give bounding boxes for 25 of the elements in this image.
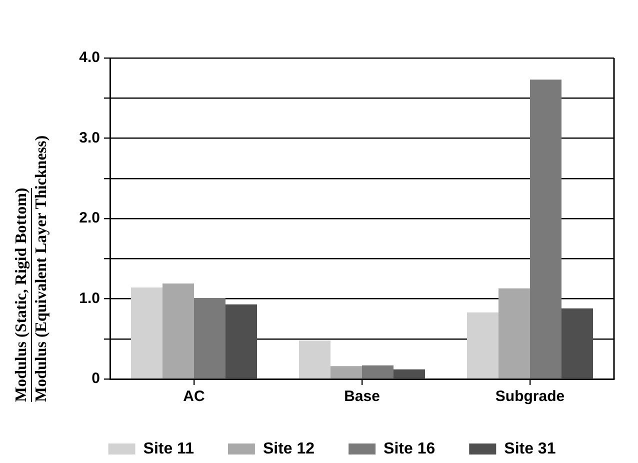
y-tick-label: 3.0 <box>79 129 100 146</box>
x-tick-label: AC <box>183 388 205 406</box>
bar <box>131 288 162 378</box>
y-axis-title: Modulus (Static, Rigid Bottom) Modulus (Equivalent Layer Thickness) <box>13 135 51 402</box>
bar <box>530 80 562 378</box>
x-tick-label: Base <box>344 388 380 406</box>
y-tick-label: 4.0 <box>79 49 100 66</box>
bar <box>467 312 498 378</box>
bar <box>194 298 226 378</box>
bar <box>362 365 394 378</box>
bar <box>498 288 530 378</box>
legend-label: Site 11 <box>143 440 194 458</box>
y-tick-label: 0 <box>92 370 100 388</box>
legend-label: Site 12 <box>262 440 315 458</box>
y-tick-label: 2.0 <box>79 210 100 227</box>
bar <box>330 366 362 378</box>
legend-label: Site 16 <box>384 440 436 458</box>
bar <box>162 284 194 378</box>
bar <box>226 304 257 378</box>
x-tick-label: Subgrade <box>495 388 565 406</box>
legend-label: Site 31 <box>504 440 556 458</box>
bar <box>299 340 330 378</box>
bar <box>562 308 593 378</box>
y-tick-label: 1.0 <box>79 290 100 307</box>
bar <box>394 369 425 378</box>
